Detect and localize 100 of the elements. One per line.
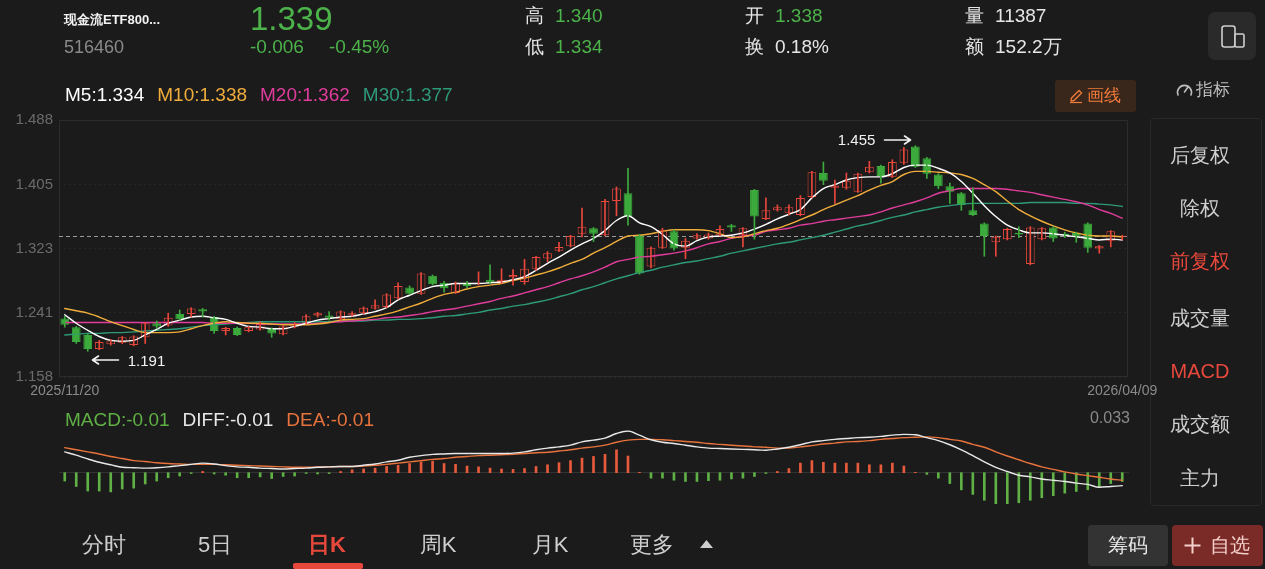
bar [155, 472, 159, 482]
bar [166, 472, 170, 479]
chart-title: 现金流ETF800... [64, 11, 161, 28]
annotation: 1.191 [127, 351, 166, 369]
bar [454, 464, 457, 474]
chart-subtitle: 516460 [64, 36, 125, 58]
bar [1120, 472, 1124, 482]
bar [707, 472, 710, 481]
bar [971, 472, 975, 495]
bar [891, 462, 894, 474]
bar [569, 460, 572, 474]
bar [1005, 472, 1009, 504]
text: 更多 [630, 532, 674, 558]
text: 152.2万 [995, 36, 1062, 58]
bar [247, 472, 250, 479]
text: 指标 [1196, 80, 1230, 100]
candlestick [324, 311, 334, 321]
bar [270, 472, 273, 479]
text: 分时 [82, 532, 126, 558]
bar [120, 472, 124, 490]
bar [132, 472, 136, 489]
text: 量 [965, 5, 984, 27]
x-tick-label: 2025/11/20 [30, 382, 100, 399]
text: 11387 [995, 5, 1047, 27]
text: 日K [308, 532, 346, 558]
text: 0.033 [1089, 408, 1130, 428]
y-tick-label: 1.405 [15, 174, 53, 192]
y-tick-label: 1.241 [15, 302, 53, 320]
text: 自选 [1210, 533, 1250, 557]
y-tick-label: 1.323 [15, 238, 53, 256]
text: 除权 [1180, 196, 1220, 220]
bar [178, 472, 182, 477]
bar [63, 472, 67, 482]
bar [730, 472, 733, 480]
text: 开 [745, 5, 764, 27]
text: 筹码 [1108, 533, 1148, 557]
series-label: DEA:-0.01 [286, 409, 374, 431]
bar [74, 472, 78, 487]
text: 前复权 [1170, 249, 1230, 273]
bar [982, 472, 986, 501]
text: 后复权 [1170, 143, 1230, 167]
bar [431, 460, 434, 474]
text: 月K [531, 532, 569, 558]
bar [845, 462, 848, 474]
text: 1.334 [555, 36, 603, 58]
candlestick [1094, 245, 1104, 254]
text: M5:1.334 [65, 84, 145, 106]
bar [753, 472, 756, 477]
bar [546, 464, 549, 474]
text: 1.338 [775, 5, 823, 27]
text: 画线 [1087, 86, 1121, 106]
text: -0.45% [329, 36, 390, 58]
bar [684, 472, 687, 482]
text: 成交额 [1170, 412, 1230, 436]
bar [293, 472, 296, 477]
bar [523, 468, 526, 474]
bar [1051, 472, 1055, 496]
bar [1017, 472, 1021, 504]
bar [362, 468, 365, 474]
x-tick-label: 2026/04/09 [1087, 382, 1158, 399]
bar [868, 464, 871, 474]
series-label: DIFF:-0.01 [182, 409, 274, 431]
bar [224, 472, 227, 476]
bar [86, 472, 90, 492]
bar [615, 449, 618, 474]
bar [960, 472, 963, 491]
text: MACD [1170, 359, 1230, 383]
text: 1.339 [250, 0, 333, 38]
text: 换 [745, 36, 764, 58]
text: 1.340 [555, 5, 603, 27]
y-tick-label: 1.158 [15, 367, 53, 385]
bar [97, 472, 101, 492]
text: 0.18% [775, 36, 829, 58]
y-tick-label: 1.488 [15, 110, 53, 128]
bar [1028, 472, 1032, 501]
bar [109, 472, 113, 493]
bar [937, 472, 940, 479]
bar [799, 462, 802, 474]
bar [477, 466, 480, 474]
text: M10:1.338 [157, 84, 248, 106]
bar [994, 472, 998, 504]
text: MACD:-0.01 [65, 409, 170, 431]
annotation: 1.455 [837, 131, 876, 149]
bar [661, 472, 664, 479]
text: 低 [525, 36, 544, 58]
text: 主力 [1180, 466, 1220, 490]
bar [143, 472, 147, 485]
text: 成交量 [1170, 306, 1230, 330]
text: M30:1.377 [362, 84, 453, 106]
bar [1040, 472, 1044, 499]
candlestick [198, 308, 208, 318]
bar [408, 463, 411, 474]
text: M20:1.362 [260, 84, 350, 106]
candlestick [830, 179, 840, 204]
text: 周K [419, 532, 457, 558]
text: 额 [965, 36, 984, 58]
text: -0.006 [250, 36, 304, 58]
bar [1063, 472, 1067, 494]
bar [500, 468, 503, 474]
bar [925, 472, 929, 475]
